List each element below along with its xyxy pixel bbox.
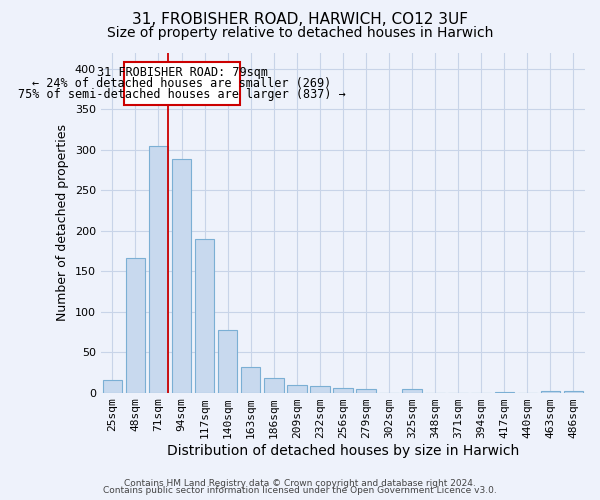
Bar [103, 380, 122, 392]
Bar [563, 391, 583, 392]
Y-axis label: Number of detached properties: Number of detached properties [56, 124, 69, 321]
Bar [195, 238, 214, 392]
Text: 75% of semi-detached houses are larger (837) →: 75% of semi-detached houses are larger (… [18, 88, 346, 101]
Text: Contains HM Land Registry data © Crown copyright and database right 2024.: Contains HM Land Registry data © Crown c… [124, 478, 476, 488]
Bar [287, 386, 307, 392]
Text: 31 FROBISHER ROAD: 79sqm: 31 FROBISHER ROAD: 79sqm [97, 66, 268, 80]
Text: Contains public sector information licensed under the Open Government Licence v3: Contains public sector information licen… [103, 486, 497, 495]
Bar [218, 330, 238, 392]
Bar [264, 378, 284, 392]
Text: 31, FROBISHER ROAD, HARWICH, CO12 3UF: 31, FROBISHER ROAD, HARWICH, CO12 3UF [132, 12, 468, 28]
Bar [333, 388, 353, 392]
Bar [125, 258, 145, 392]
Bar [402, 390, 422, 392]
Bar [241, 366, 260, 392]
Text: ← 24% of detached houses are smaller (269): ← 24% of detached houses are smaller (26… [32, 77, 332, 90]
Bar [310, 386, 329, 392]
Bar [356, 390, 376, 392]
X-axis label: Distribution of detached houses by size in Harwich: Distribution of detached houses by size … [167, 444, 519, 458]
FancyBboxPatch shape [124, 62, 241, 105]
Bar [149, 146, 168, 392]
Text: Size of property relative to detached houses in Harwich: Size of property relative to detached ho… [107, 26, 493, 40]
Bar [541, 391, 560, 392]
Bar [172, 158, 191, 392]
